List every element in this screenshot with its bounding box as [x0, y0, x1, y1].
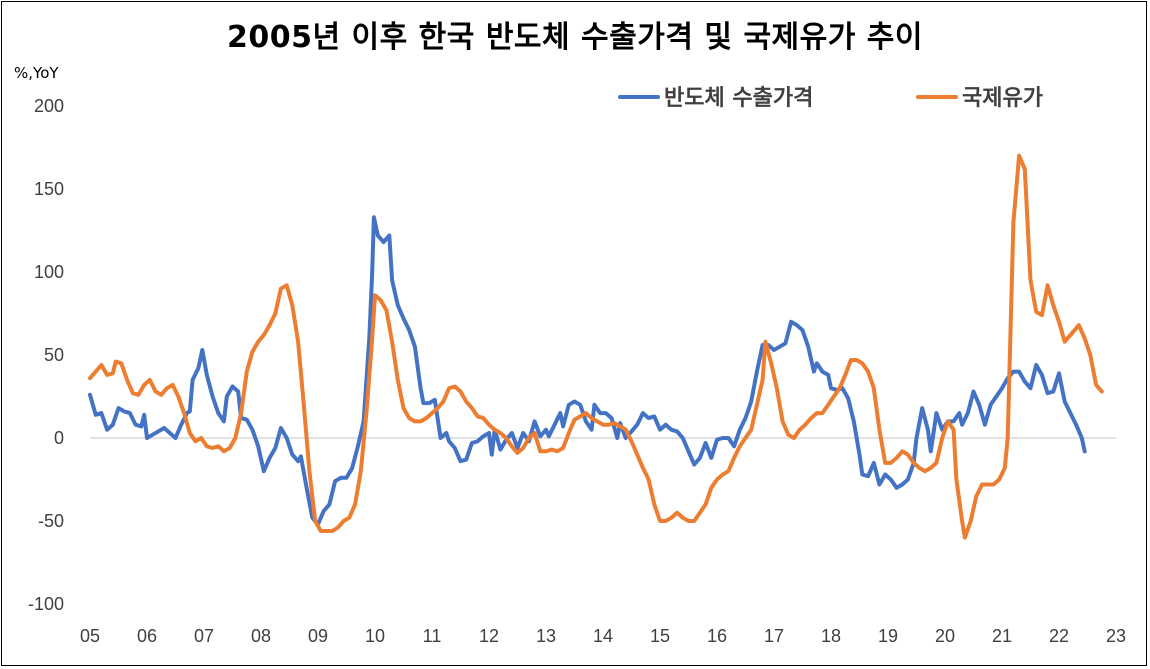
x-tick-label: 06 — [137, 626, 157, 646]
x-tick-label: 21 — [992, 626, 1012, 646]
series-line-semiconductor-export-price — [88, 215, 1087, 527]
y-tick-label: 200 — [34, 96, 64, 116]
x-tick-label: 09 — [308, 626, 328, 646]
x-tick-label: 08 — [251, 626, 271, 646]
x-tick-label: 05 — [80, 626, 100, 646]
x-tick-label: 13 — [536, 626, 556, 646]
y-axis-unit-label: %,YoY — [14, 64, 59, 82]
x-tick-label: 16 — [707, 626, 727, 646]
x-tick-label: 22 — [1049, 626, 1069, 646]
y-tick-label: 100 — [34, 262, 64, 282]
x-tick-label: 19 — [878, 626, 898, 646]
chart-title: 2005년 이후 한국 반도체 수출가격 및 국제유가 추이 — [226, 20, 923, 55]
legend-label: 국제유가 — [962, 86, 1043, 111]
x-tick-label: 15 — [650, 626, 670, 646]
x-tick-label: 17 — [764, 626, 784, 646]
y-tick-label: 50 — [44, 345, 64, 365]
y-tick-label: 0 — [54, 428, 64, 448]
series-lines — [88, 153, 1104, 540]
legend: 반도체 수출가격 국제유가 — [618, 86, 1043, 111]
x-tick-label: 18 — [821, 626, 841, 646]
x-tick-label: 23 — [1106, 626, 1126, 646]
x-tick-label: 11 — [423, 626, 442, 646]
legend-label: 반도체 수출가격 — [664, 86, 813, 111]
series-line-oil-price — [88, 153, 1104, 540]
y-tick-label: 150 — [34, 179, 64, 199]
x-tick-label: 07 — [194, 626, 214, 646]
y-tick-label: -100 — [28, 594, 64, 614]
x-tick-label: 10 — [365, 626, 385, 646]
x-tick-label: 20 — [935, 626, 955, 646]
x-tick-labels: 05 06 07 08 09 10 11 12 13 14 15 16 17 18 19 20 21 22 23 — [80, 626, 1126, 646]
x-tick-label: 12 — [479, 626, 499, 646]
y-tick-labels: -100 -50 0 50 100 150 200 — [28, 96, 64, 614]
y-tick-label: -50 — [38, 511, 64, 531]
x-tick-label: 14 — [593, 626, 613, 646]
